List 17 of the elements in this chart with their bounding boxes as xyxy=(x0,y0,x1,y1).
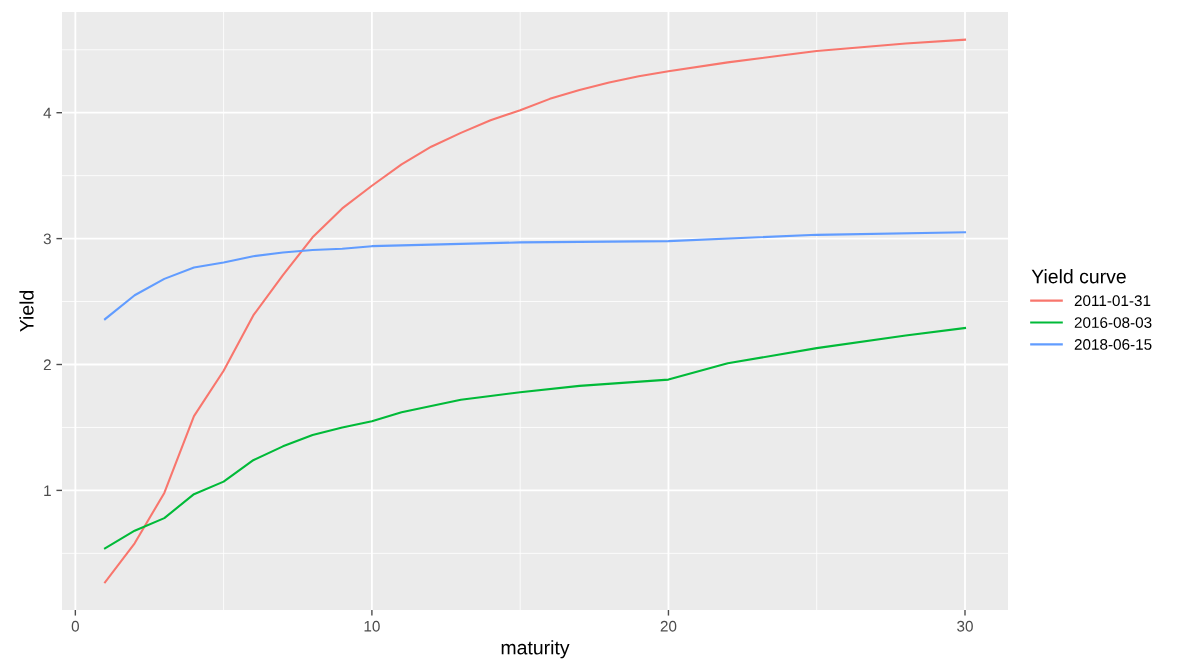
x-axis-title: maturity xyxy=(501,640,570,659)
legend-label: 2016-08-03 xyxy=(1074,317,1152,328)
x-tick-label: 30 xyxy=(957,620,973,632)
legend-label: 2018-06-15 xyxy=(1074,339,1152,350)
line-series xyxy=(103,231,967,321)
x-tick-label: 10 xyxy=(364,620,380,632)
y-tick-label: 2 xyxy=(43,359,51,371)
x-tick-label: 20 xyxy=(660,620,677,632)
line-series xyxy=(103,326,967,550)
line-series xyxy=(103,38,967,584)
y-tick-label: 1 xyxy=(44,485,51,496)
y-axis-title: Yield xyxy=(19,291,34,332)
y-tick-label: 3 xyxy=(43,233,51,245)
x-tick-label: 0 xyxy=(71,620,79,632)
legend-label: 2011-01-31 xyxy=(1074,295,1151,307)
y-tick-label: 4 xyxy=(43,107,52,119)
legend-title: Yield curve xyxy=(1031,269,1126,284)
